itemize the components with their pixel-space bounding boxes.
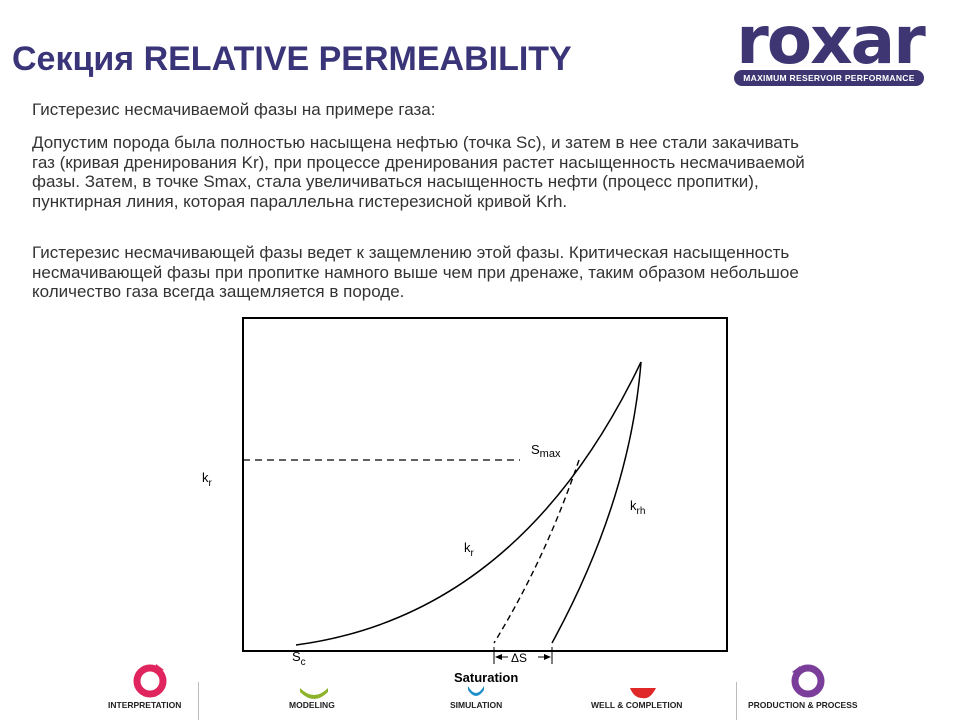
- bottom-navigation: [0, 660, 960, 720]
- smax-label: Smax: [531, 442, 561, 460]
- nav-item-production-process[interactable]: PRODUCTION & PROCESS: [748, 700, 858, 710]
- sc-label: Sc: [292, 649, 306, 668]
- roxar-logo: roxar MAXIMUM RESERVOIR PERFORMANCE: [732, 8, 928, 90]
- drainage-curve-kr: [295, 361, 642, 646]
- delta-s-arrowhead-left: [495, 654, 502, 660]
- modeling-icon[interactable]: [298, 680, 330, 700]
- nav-divider: [198, 682, 199, 720]
- krh-curve-label: krh: [630, 498, 645, 517]
- plot-frame: [242, 317, 728, 652]
- delta-s-arrowhead-right: [544, 654, 551, 660]
- imbibition-curve-krh: [551, 361, 642, 644]
- y-axis-label: kr: [202, 470, 213, 489]
- kr-curve-label: kr: [464, 540, 475, 559]
- delta-s-label: ΔS: [511, 651, 527, 665]
- nav-divider: [736, 682, 737, 720]
- description-paragraph: Допустим порода была полностью насыщена …: [32, 133, 805, 211]
- page-title: Секция RELATIVE PERMEABILITY: [12, 40, 572, 78]
- logo-tagline: MAXIMUM RESERVOIR PERFORMANCE: [734, 70, 924, 86]
- nav-item-simulation[interactable]: SIMULATION: [450, 700, 503, 710]
- intro-paragraph: Гистерезис несмачиваемой фазы на примере…: [32, 100, 436, 119]
- simulation-icon[interactable]: [466, 684, 486, 700]
- interpretation-icon[interactable]: [130, 660, 170, 700]
- nav-item-modeling[interactable]: MODELING: [289, 700, 335, 710]
- well-completion-icon[interactable]: [628, 686, 658, 700]
- conclusion-paragraph: Гистерезис несмачивающей фазы ведет к за…: [32, 243, 799, 301]
- nav-item-interpretation[interactable]: INTERPRETATION: [108, 700, 182, 710]
- hysteresis-diagram: kr Smax kr krh Sc ΔS Saturation: [202, 317, 728, 685]
- x-axis-label: Saturation: [454, 670, 518, 685]
- nav-item-well-completion[interactable]: WELL & COMPLETION: [591, 700, 683, 710]
- imbibition-dashed-curve: [493, 459, 580, 644]
- production-process-icon[interactable]: [788, 660, 828, 700]
- logo-wordmark: roxar: [736, 2, 926, 79]
